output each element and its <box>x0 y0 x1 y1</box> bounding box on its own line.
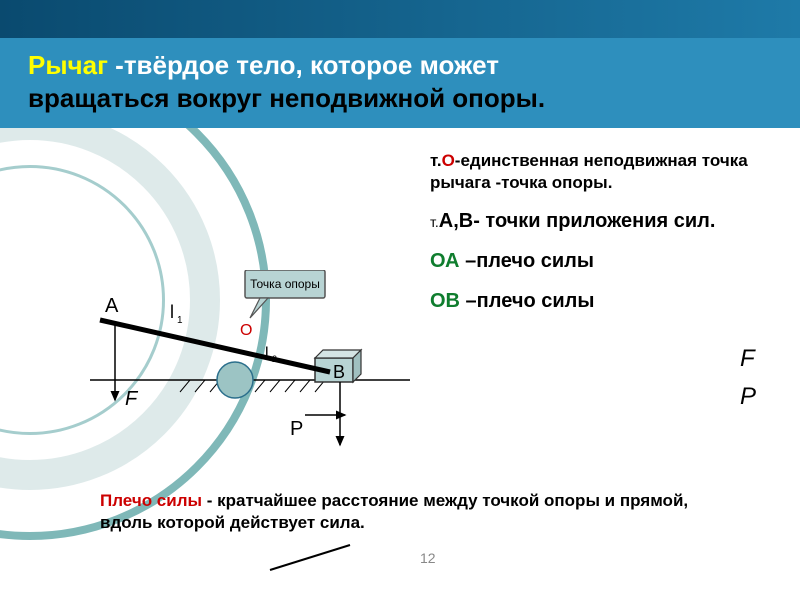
def-OA-desc: –плечо силы <box>460 250 594 272</box>
title-word: Рычаг <box>28 50 108 80</box>
diagram-svg: Точка опоры <box>90 270 420 470</box>
svg-text:1: 1 <box>177 315 183 326</box>
bottom-label: Плечо силы <box>100 491 202 510</box>
definitions: т.О-единственная неподвижная точка рычаг… <box>430 150 790 328</box>
content-area: т.О-единственная неподвижная точка рычаг… <box>0 140 800 600</box>
def-O-desc: -единственная неподвижная точка рычага -… <box>430 151 748 192</box>
def-AB: т.А,В- точки приложения сил. <box>430 208 790 234</box>
def-t-prefix: т. <box>430 151 442 170</box>
label-F: F <box>125 388 139 410</box>
def-t-prefix2: т. <box>430 214 439 230</box>
title-line1: Рычаг -твёрдое тело, которое может <box>28 50 772 81</box>
def-O-letter: О <box>442 151 455 170</box>
fulcrum-icon <box>217 362 253 398</box>
label-O: О <box>240 322 252 339</box>
def-OB-desc: –плечо силы <box>460 290 594 312</box>
def-O: т.О-единственная неподвижная точка рычаг… <box>430 150 790 194</box>
def-OB: ОВ –плечо силы <box>430 288 790 314</box>
label-B: В <box>333 362 345 382</box>
label-P: P <box>290 418 303 440</box>
svg-text:2: 2 <box>272 354 277 364</box>
header-bar <box>0 0 800 38</box>
title-bar: Рычаг -твёрдое тело, которое может враща… <box>0 38 800 128</box>
stray-line <box>260 540 360 580</box>
bottom-definition: Плечо силы - кратчайшее расстояние между… <box>100 490 740 534</box>
lever-bar <box>100 320 330 372</box>
formula-P: P <box>740 383 756 411</box>
page-number: 12 <box>420 550 436 566</box>
def-OA-letters: ОА <box>430 250 460 272</box>
def-OA: ОА –плечо силы <box>430 248 790 274</box>
svg-text:l: l <box>265 345 269 362</box>
title-line2: вращаться вокруг неподвижной опоры. <box>28 83 772 114</box>
tooltip-text: Точка опоры <box>250 277 320 291</box>
label-A: А <box>105 295 119 317</box>
formula-F: F <box>740 345 756 373</box>
title-rest: -твёрдое тело, которое может <box>108 50 499 80</box>
formula-box: F P <box>740 345 756 411</box>
def-AB-desc: точки приложения сил. <box>480 210 716 232</box>
svg-text:l: l <box>170 302 174 322</box>
def-AB-letters: А,В- <box>439 210 480 232</box>
label-l1: l 1 <box>170 302 183 326</box>
tooltip-pointer <box>250 298 268 318</box>
lever-diagram: Точка опоры <box>90 270 420 470</box>
def-OB-letters: ОВ <box>430 290 460 312</box>
